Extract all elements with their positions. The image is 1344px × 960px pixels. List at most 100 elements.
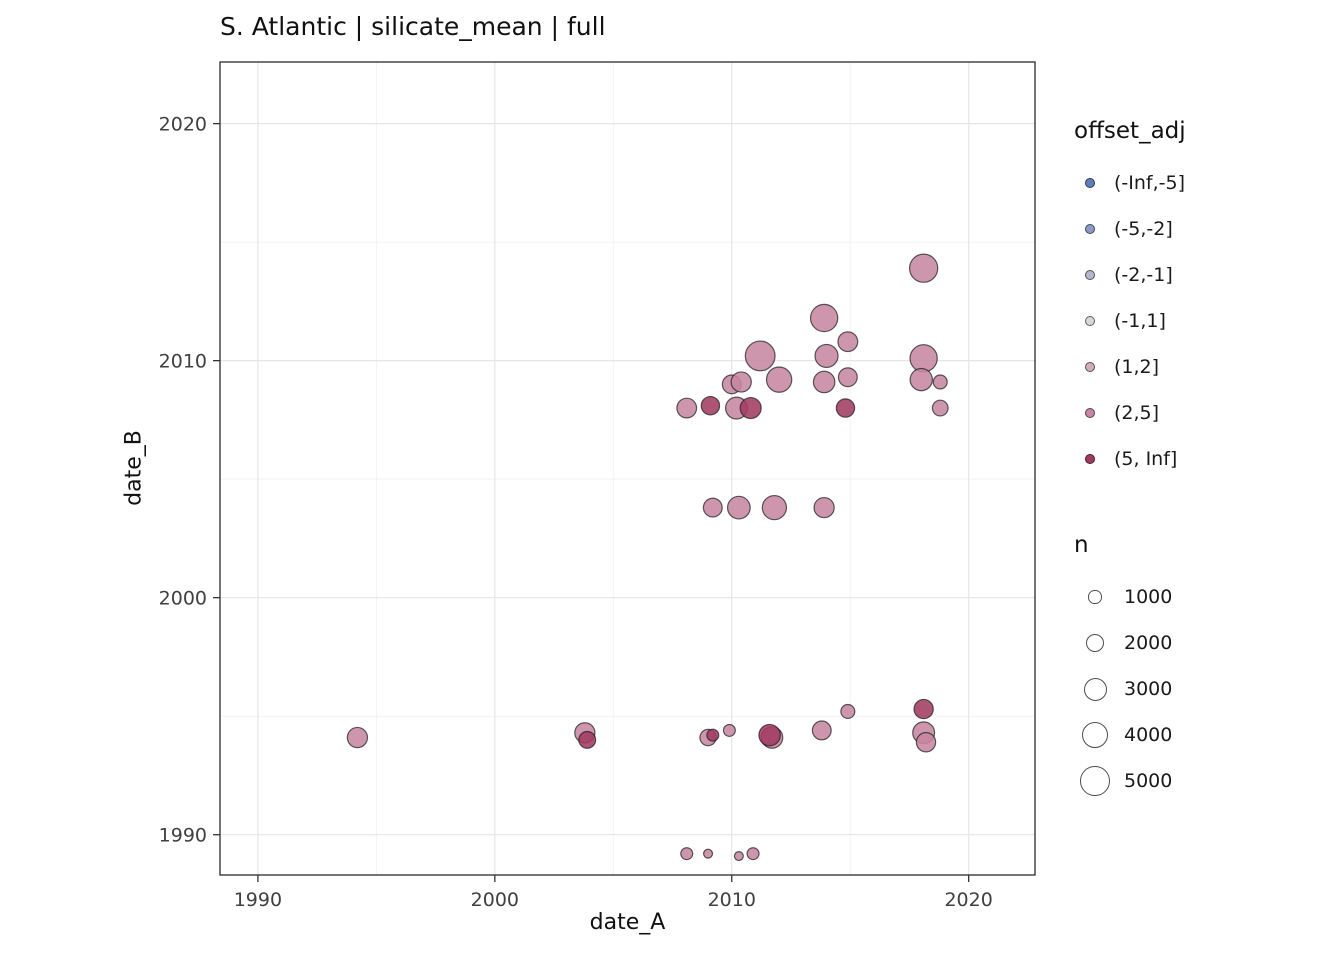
data-point — [346, 726, 369, 749]
data-point — [932, 374, 948, 390]
color-legend-title: offset_adj — [1074, 118, 1186, 144]
color-legend-item: (-1,1] — [1072, 298, 1337, 344]
data-point — [837, 367, 858, 388]
color-legend-item: (1,2] — [1072, 344, 1337, 390]
swatch-box — [1072, 224, 1108, 234]
data-point — [811, 720, 832, 741]
swatch-box — [1072, 270, 1108, 280]
data-point — [915, 732, 937, 753]
size-box — [1072, 766, 1118, 796]
color-legend-swatch — [1085, 408, 1095, 418]
size-box — [1072, 721, 1118, 749]
y-axis-title: date_B — [121, 430, 147, 506]
swatch-box — [1072, 178, 1108, 188]
size-legend-item: 2000 — [1072, 620, 1337, 666]
size-legend-title: n — [1074, 532, 1089, 558]
swatch-box — [1072, 362, 1108, 372]
x-axis-title: date_A — [589, 910, 666, 935]
swatch-box — [1072, 454, 1108, 464]
color-legend-swatch — [1085, 178, 1095, 188]
chart-title: S. Atlantic | silicate_mean | full — [220, 12, 606, 41]
data-point — [702, 497, 723, 518]
panel-background — [220, 62, 1035, 875]
swatch-box — [1072, 408, 1108, 418]
color-legend-label: (-1,1] — [1114, 310, 1166, 332]
size-legend-item: 5000 — [1072, 758, 1337, 804]
color-legend-swatch — [1085, 270, 1095, 280]
color-legend-swatch — [1085, 224, 1095, 234]
size-box — [1072, 590, 1118, 604]
data-point — [706, 728, 720, 742]
x-tick-label: 2000 — [471, 889, 519, 911]
data-point — [726, 495, 751, 520]
size-legend-label: 1000 — [1124, 586, 1173, 608]
data-point — [739, 396, 762, 420]
data-point — [809, 303, 839, 333]
x-tick-label: 2020 — [944, 889, 992, 911]
data-point — [814, 343, 839, 369]
data-point — [765, 366, 793, 393]
size-legend-circle — [1083, 677, 1107, 701]
data-point — [913, 698, 934, 720]
data-point — [744, 340, 776, 372]
data-point — [835, 398, 856, 418]
size-legend-item: 3000 — [1072, 666, 1337, 712]
size-legend-item: 1000 — [1072, 574, 1337, 620]
data-point — [840, 703, 856, 720]
data-point — [761, 494, 788, 521]
size-legend-circle — [1088, 590, 1102, 604]
color-legend-swatch — [1085, 362, 1095, 372]
color-legend-label: (-Inf,-5] — [1114, 172, 1185, 194]
color-legend-swatch — [1085, 454, 1095, 464]
data-point — [758, 723, 781, 747]
x-tick-label: 2010 — [708, 889, 756, 911]
color-legend-item: (-5,-2] — [1072, 206, 1337, 252]
color-legend-label: (1,2] — [1114, 356, 1160, 378]
size-legend-item: 4000 — [1072, 712, 1337, 758]
data-point — [676, 397, 698, 419]
data-point — [813, 496, 835, 519]
color-legend-item: (2,5] — [1072, 390, 1337, 436]
size-legend-circle — [1080, 766, 1110, 796]
size-box — [1072, 677, 1118, 701]
data-point — [578, 730, 597, 749]
size-legend-label: 3000 — [1124, 678, 1173, 700]
color-legend-label: (2,5] — [1114, 402, 1160, 424]
swatch-box — [1072, 316, 1108, 326]
size-legend: 1000 2000 3000 4000 5000 — [1072, 574, 1337, 804]
data-point — [730, 371, 752, 393]
data-point — [703, 848, 714, 859]
color-legend: (-Inf,-5] (-5,-2] (-2,-1] (-1,1] (1,2] (… — [1072, 160, 1337, 482]
size-legend-label: 5000 — [1124, 770, 1173, 792]
data-point — [722, 723, 736, 737]
data-point — [812, 370, 836, 394]
color-legend-item: (5, Inf] — [1072, 436, 1337, 482]
color-legend-label: (-5,-2] — [1114, 218, 1173, 240]
size-legend-circle — [1081, 721, 1109, 749]
size-legend-label: 4000 — [1124, 724, 1173, 746]
size-legend-label: 2000 — [1124, 632, 1173, 654]
y-tick-label: 1990 — [159, 825, 207, 847]
y-tick-label: 2010 — [159, 351, 207, 373]
panel-border — [219, 61, 1036, 876]
data-point — [909, 367, 933, 392]
color-legend-label: (5, Inf] — [1114, 448, 1178, 470]
data-point — [733, 850, 744, 862]
data-point — [909, 344, 938, 373]
color-legend-item: (-2,-1] — [1072, 252, 1337, 298]
color-legend-label: (-2,-1] — [1114, 264, 1173, 286]
data-point — [837, 331, 859, 353]
color-legend-swatch — [1085, 316, 1095, 326]
x-tick-label: 1990 — [234, 889, 282, 911]
color-legend-item: (-Inf,-5] — [1072, 160, 1337, 206]
y-tick-label: 2020 — [159, 114, 207, 136]
size-box — [1072, 633, 1118, 653]
data-point — [746, 847, 760, 861]
y-tick-label: 2000 — [159, 588, 207, 610]
legend-panel: offset_adj (-Inf,-5] (-5,-2] (-2,-1] (-1… — [1072, 118, 1337, 804]
data-point — [908, 253, 939, 283]
data-point — [680, 847, 694, 861]
data-point — [931, 399, 949, 417]
